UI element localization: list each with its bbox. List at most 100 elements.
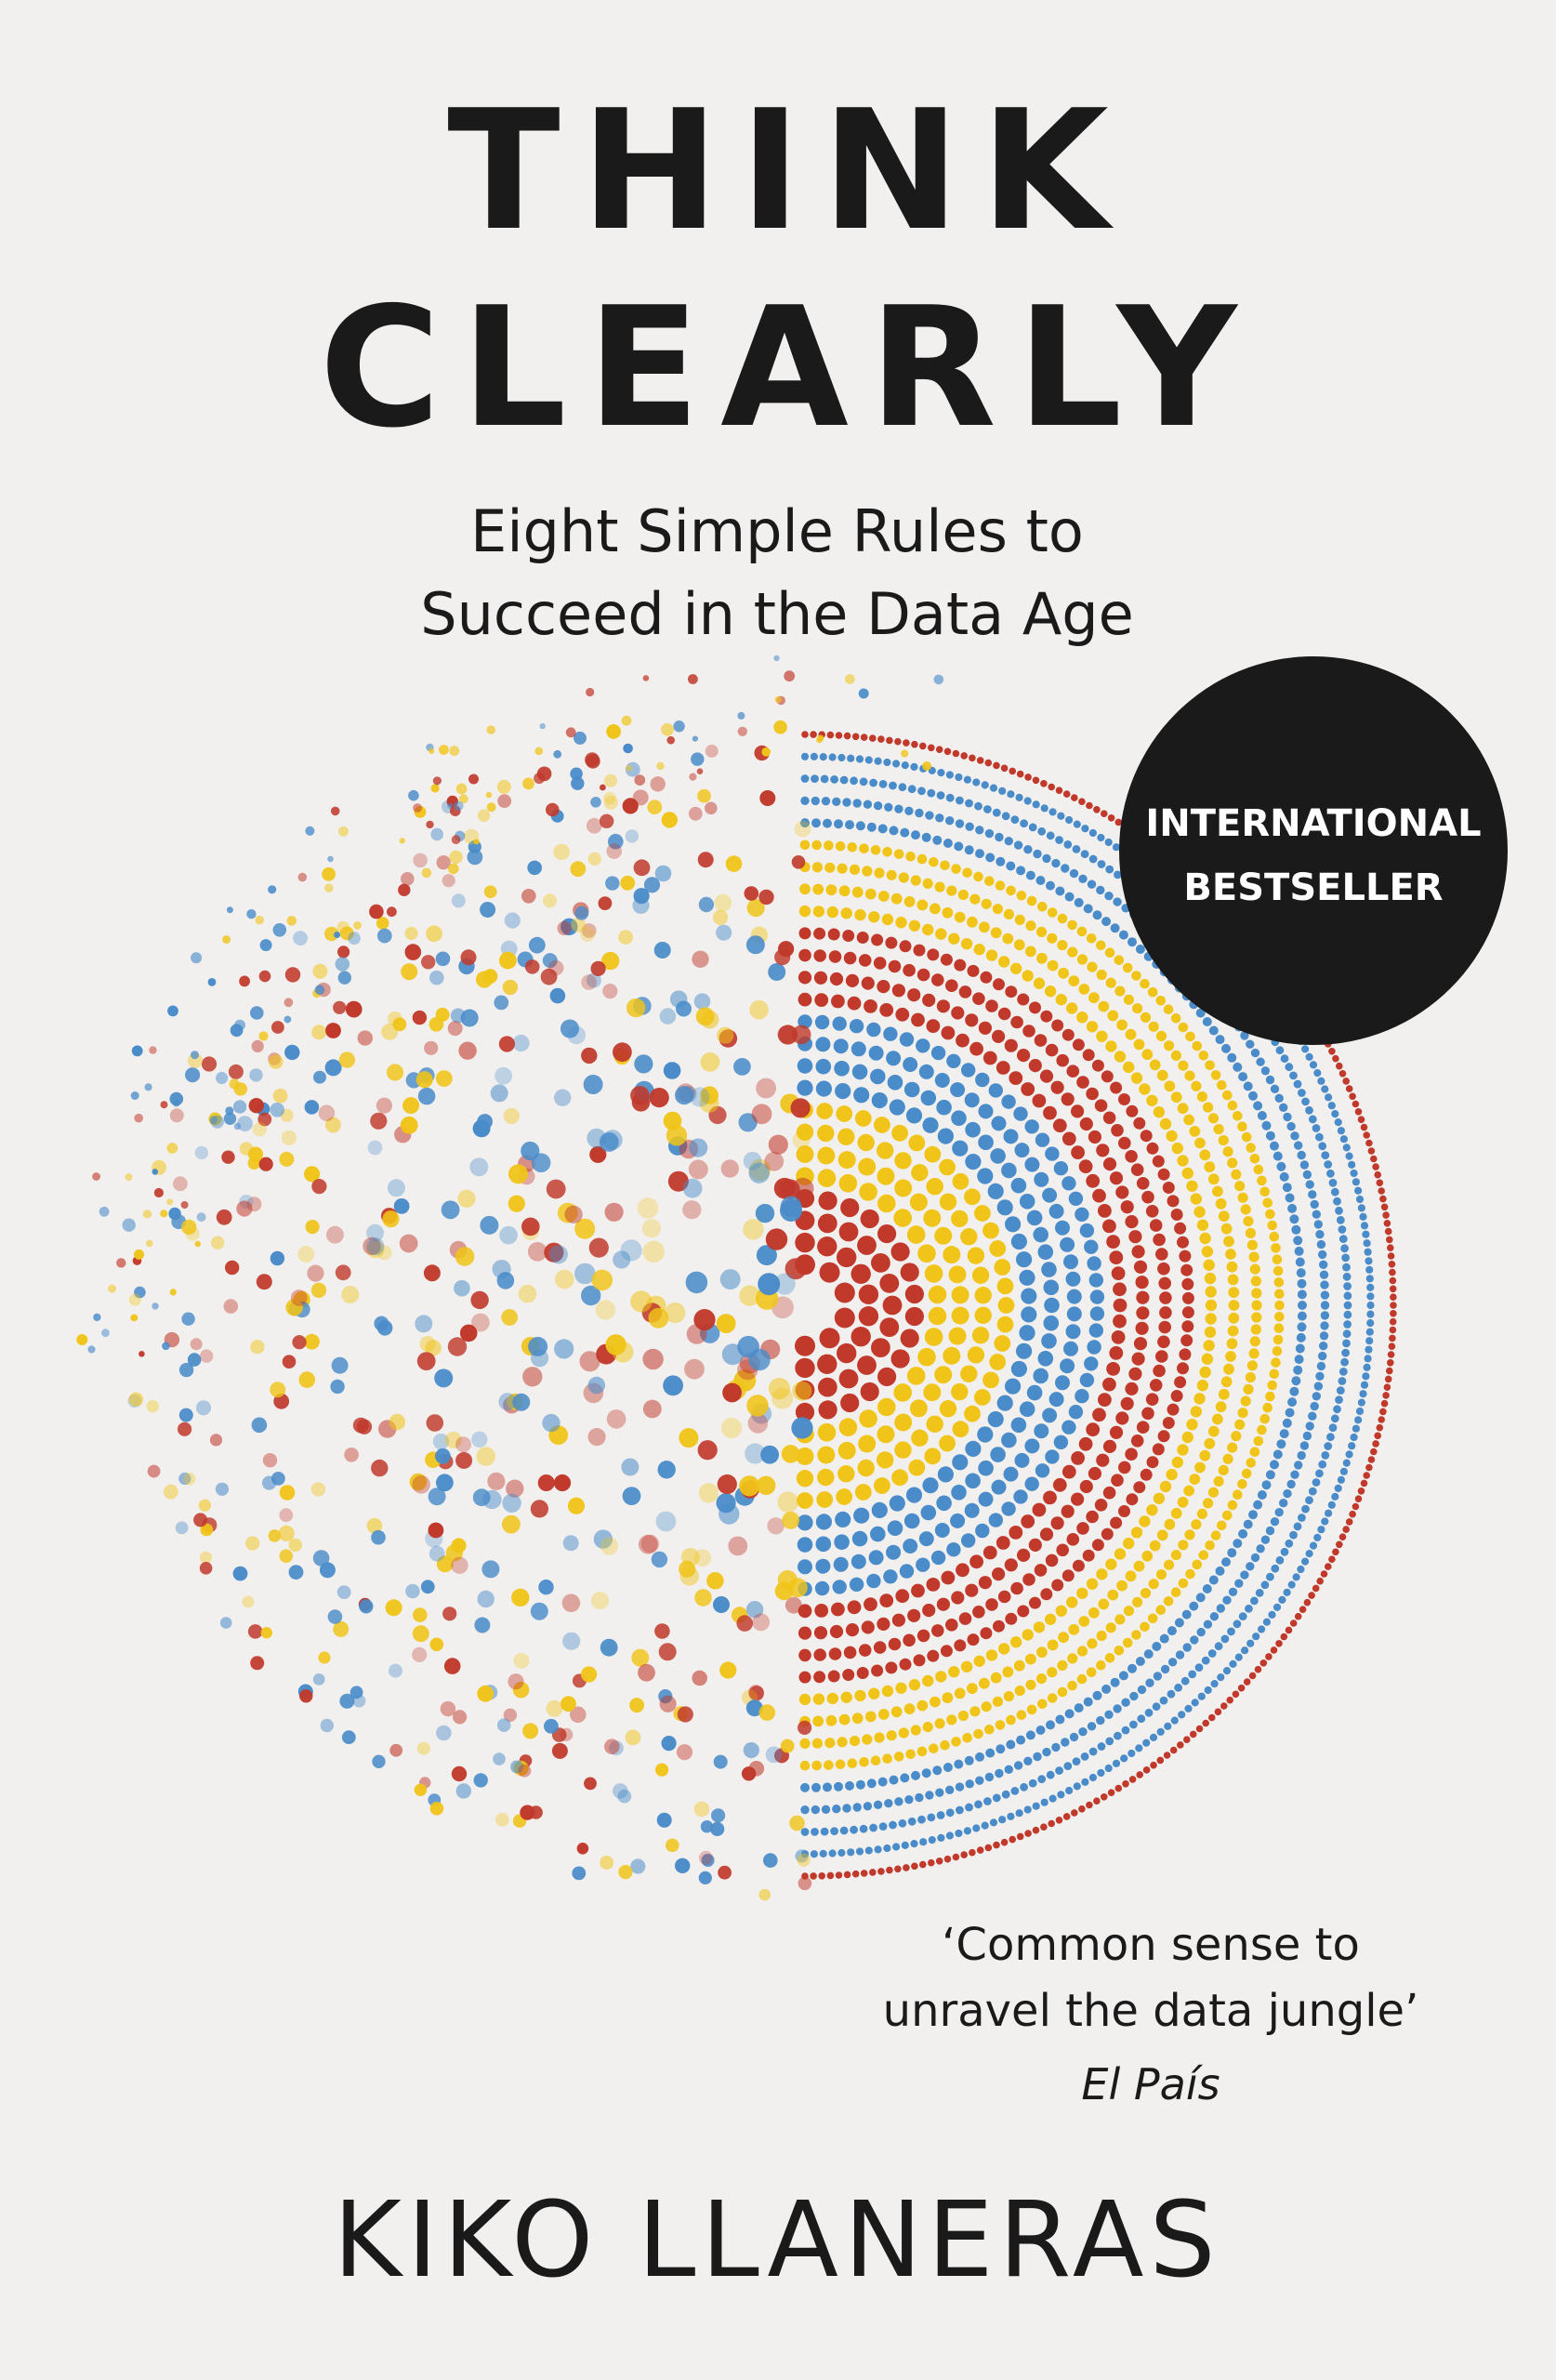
dot (131, 1045, 143, 1057)
dot (1379, 1195, 1387, 1203)
dot (810, 1850, 819, 1858)
dot (931, 973, 944, 986)
dot (485, 791, 493, 799)
dot (677, 1706, 693, 1723)
dot (1202, 1017, 1212, 1026)
dot (1087, 1256, 1101, 1271)
dot (1037, 1244, 1054, 1260)
dot (765, 1746, 783, 1764)
dot (1350, 1433, 1358, 1442)
dot (712, 909, 729, 925)
dot (130, 1091, 139, 1100)
dot (1218, 1210, 1230, 1223)
dot (800, 818, 810, 828)
dot (1086, 933, 1097, 944)
dot (894, 1152, 912, 1170)
dot (1229, 1659, 1237, 1668)
dot (474, 1617, 491, 1633)
dot (1118, 1505, 1130, 1517)
dot (1062, 1176, 1076, 1191)
dot (1114, 1646, 1125, 1656)
dot (879, 1317, 900, 1337)
dot (284, 1015, 292, 1024)
dot (1305, 1105, 1313, 1115)
dot (1013, 840, 1023, 850)
dot (1246, 1039, 1255, 1049)
dot (903, 1081, 920, 1098)
dot (587, 852, 601, 866)
dot (767, 1517, 785, 1535)
dot (1265, 1526, 1275, 1536)
dot (546, 1179, 566, 1199)
dot (508, 1164, 528, 1184)
dot (874, 757, 882, 765)
dot (899, 1658, 912, 1671)
dot (911, 1429, 929, 1447)
dot (982, 1545, 997, 1560)
dot (934, 1718, 945, 1729)
dot (1010, 815, 1020, 824)
dot (595, 1300, 616, 1320)
dot (1207, 1487, 1220, 1498)
dot (371, 1459, 389, 1477)
dot (173, 1176, 188, 1192)
dot (247, 1624, 263, 1639)
dot (518, 1284, 537, 1303)
dot (1199, 1149, 1211, 1161)
dot (857, 1355, 877, 1375)
dot (701, 1854, 715, 1867)
dot (908, 1134, 926, 1152)
dot (915, 1792, 924, 1803)
dot (1035, 1673, 1048, 1685)
dot (1205, 1060, 1215, 1071)
dot (323, 926, 339, 942)
dot (695, 1007, 715, 1026)
dot (293, 931, 309, 946)
dot (1069, 868, 1079, 879)
dot (1308, 1487, 1317, 1496)
dot (637, 1197, 659, 1219)
dot (232, 1100, 247, 1114)
dot (799, 1760, 811, 1771)
dot (1093, 806, 1101, 813)
dot (984, 1725, 995, 1735)
dot (864, 999, 877, 1013)
dot (1345, 1085, 1353, 1092)
dot (1040, 804, 1048, 813)
dot (839, 775, 849, 785)
dot (860, 1382, 879, 1402)
dot (353, 921, 362, 930)
dot (792, 1130, 811, 1149)
dot (928, 1858, 935, 1867)
dot (994, 1335, 1011, 1352)
dot (835, 1759, 846, 1770)
dot (1065, 1324, 1081, 1340)
dot (502, 1493, 521, 1514)
dot (916, 1038, 930, 1053)
dot (612, 1342, 634, 1363)
dot (194, 1145, 209, 1160)
dot (1109, 1346, 1124, 1360)
dot (1327, 1501, 1336, 1509)
dot (800, 1782, 810, 1792)
dot (1220, 1702, 1228, 1710)
dot (588, 1237, 609, 1258)
dot (1195, 1593, 1206, 1603)
dot (964, 1755, 974, 1765)
dot (810, 1872, 817, 1880)
dot (985, 1748, 996, 1758)
dot (201, 1056, 218, 1072)
dot (376, 917, 389, 930)
dot (447, 1337, 468, 1356)
dot (401, 872, 415, 886)
dot (1094, 1499, 1108, 1512)
dot (899, 1564, 915, 1579)
dot (1066, 1289, 1082, 1304)
dot (1290, 1470, 1299, 1479)
dot (1088, 854, 1098, 864)
dot (1163, 1596, 1174, 1606)
dot (954, 1639, 967, 1652)
dot (1076, 926, 1088, 937)
dot (728, 1536, 748, 1556)
dot (984, 1844, 993, 1852)
